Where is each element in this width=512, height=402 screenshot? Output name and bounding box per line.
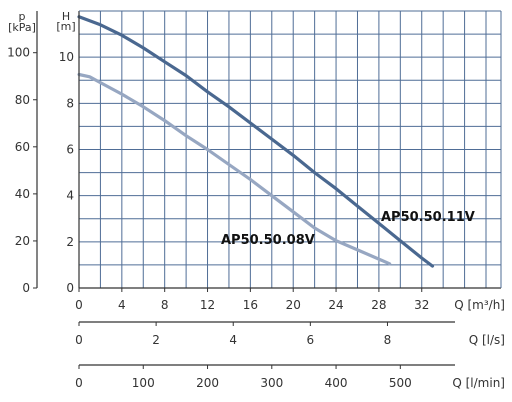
secondary-tick-label: 300 bbox=[260, 376, 283, 390]
secondary-axis-label: Q [l/min] bbox=[452, 376, 505, 390]
flow-tick-label: 8 bbox=[161, 298, 169, 312]
head-axis-label: H bbox=[62, 10, 70, 23]
flow-tick-label: 20 bbox=[286, 298, 301, 312]
secondary-tick-label: 2 bbox=[152, 333, 160, 347]
head-tick-label: 2 bbox=[66, 235, 74, 249]
pressure-axis-unit: [kPa] bbox=[8, 21, 36, 34]
secondary-tick-label: 6 bbox=[307, 333, 315, 347]
head-axis-unit: [m] bbox=[56, 20, 75, 33]
series-label: AP50.50.11V bbox=[381, 210, 475, 225]
flow-tick-label: 12 bbox=[200, 298, 215, 312]
flow-tick-label: 4 bbox=[118, 298, 126, 312]
flow-tick-label: 28 bbox=[371, 298, 386, 312]
secondary-tick-label: 100 bbox=[132, 376, 155, 390]
secondary-tick-label: 0 bbox=[75, 333, 83, 347]
secondary-axis-label: Q [l/s] bbox=[469, 333, 505, 347]
series-line bbox=[77, 15, 435, 268]
flow-axis-label: Q [m³/h] bbox=[454, 298, 505, 312]
pressure-tick-label: 20 bbox=[15, 234, 30, 248]
flow-tick-label: 0 bbox=[75, 298, 83, 312]
flow-tick-label: 32 bbox=[414, 298, 429, 312]
head-tick-label: 6 bbox=[66, 143, 74, 157]
series-label: AP50.50.08V bbox=[221, 233, 315, 248]
pressure-tick-label: 0 bbox=[22, 281, 30, 295]
secondary-tick-label: 500 bbox=[389, 376, 412, 390]
pressure-tick-label: 40 bbox=[15, 187, 30, 201]
head-tick-label: 10 bbox=[59, 50, 74, 64]
secondary-tick-label: 0 bbox=[75, 376, 83, 390]
chart-axes bbox=[33, 10, 502, 369]
pressure-tick-label: 80 bbox=[15, 93, 30, 107]
pump-curves bbox=[77, 15, 435, 268]
secondary-tick-label: 200 bbox=[196, 376, 219, 390]
secondary-tick-label: 400 bbox=[325, 376, 348, 390]
series-line bbox=[77, 72, 392, 266]
head-tick-label: 8 bbox=[66, 96, 74, 110]
head-tick-label: 4 bbox=[66, 189, 74, 203]
pressure-axis-label: p bbox=[19, 10, 26, 23]
flow-tick-label: 16 bbox=[243, 298, 258, 312]
secondary-tick-label: 8 bbox=[384, 333, 392, 347]
pressure-tick-label: 60 bbox=[15, 140, 30, 154]
flow-tick-label: 24 bbox=[328, 298, 343, 312]
head-tick-label: 0 bbox=[66, 281, 74, 295]
secondary-tick-label: 4 bbox=[229, 333, 237, 347]
pressure-tick-label: 100 bbox=[7, 46, 30, 60]
